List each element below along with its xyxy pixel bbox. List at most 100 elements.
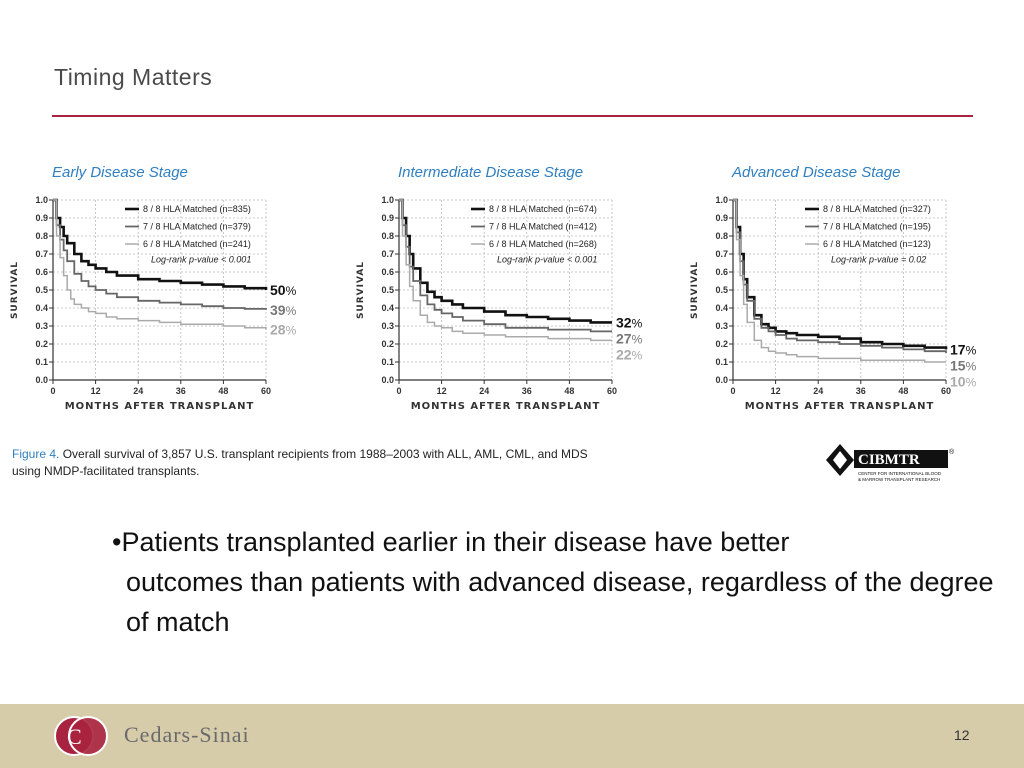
y-tick-label: 0.4 (35, 303, 48, 313)
end-value-label-1: 50% (270, 282, 297, 298)
end-value-label-2: 27% (616, 330, 643, 346)
x-tick-label: 0 (50, 386, 55, 396)
y-tick-label: 0.5 (381, 285, 394, 295)
y-tick-label: 0.7 (35, 249, 48, 259)
y-tick-label: 0.6 (381, 267, 394, 277)
legend-label-1: 8 / 8 HLA Matched (n=327) (823, 204, 931, 214)
x-tick-label: 12 (91, 386, 101, 396)
cibmtr-registered-mark: ® (949, 448, 955, 456)
legend-label-3: 6 / 8 HLA Matched (n=123) (823, 239, 931, 249)
y-tick-label: 0.9 (715, 213, 728, 223)
y-tick-label: 0.1 (715, 357, 728, 367)
x-tick-label: 48 (218, 386, 228, 396)
y-tick-label: 0.4 (715, 303, 728, 313)
end-value-label-1: 17% (950, 341, 977, 357)
chart-title-early: Early Disease Stage (52, 164, 188, 181)
y-tick-label: 0.7 (381, 249, 394, 259)
series-line-2 (53, 199, 267, 310)
advanced-stage-survival-chart: 0.0 0.1 0.2 0.3 0.4 0.5 0.6 0.7 0.8 0.9 1.0 0 12 24 36… (690, 195, 977, 412)
y-tick-label: 1.0 (35, 195, 48, 205)
end-value-label-1: 32% (616, 314, 643, 330)
y-tick-label: 0.6 (715, 267, 728, 277)
y-tick-label: 0.9 (381, 213, 394, 223)
y-tick-label: 0.6 (35, 267, 48, 277)
cibmtr-wordmark-bg (854, 450, 948, 468)
legend-label-2: 7 / 8 HLA Matched (n=379) (143, 222, 251, 232)
y-tick-label: 0.2 (381, 339, 394, 349)
legend-label-3: 6 / 8 HLA Matched (n=268) (489, 239, 597, 249)
footer-organization-name: Cedars-Sinai (124, 722, 250, 747)
figure-caption-label: Figure 4. (12, 447, 60, 461)
x-axis-label: MONTHS AFTER TRANSPLANT (65, 401, 255, 412)
y-axis-label: SURVIVAL (356, 261, 366, 319)
x-tick-label: 36 (856, 386, 866, 396)
intermediate-stage-survival-chart: 0.0 0.1 0.2 0.3 0.4 0.5 0.6 0.7 0.8 0.9 1.0 0 12 24 36… (356, 195, 643, 412)
end-value-label-2: 15% (950, 357, 977, 373)
y-tick-label: 0.3 (715, 321, 728, 331)
x-tick-label: 48 (898, 386, 908, 396)
end-value-label-3: 10% (950, 373, 977, 389)
y-tick-label: 0.1 (381, 357, 394, 367)
legend-label-1: 8 / 8 HLA Matched (n=835) (143, 204, 251, 214)
series-line-2 (399, 199, 612, 333)
x-tick-label: 60 (261, 386, 271, 396)
x-tick-label: 24 (479, 386, 489, 396)
y-tick-label: 0.7 (715, 249, 728, 259)
logrank-pvalue-label: Log-rank p-value < 0.001 (151, 255, 251, 265)
y-tick-label: 0.0 (35, 375, 48, 385)
chart-title-advanced: Advanced Disease Stage (732, 164, 901, 181)
x-tick-label: 36 (176, 386, 186, 396)
logrank-pvalue-label: Log-rank p-value < 0.001 (497, 255, 597, 265)
footer-bar (0, 704, 1024, 768)
figure-caption-text: Overall survival of 3,857 U.S. transplan… (12, 447, 588, 478)
y-tick-label: 0.2 (715, 339, 728, 349)
series-line-1 (53, 198, 268, 290)
cibmtr-subtitle-line1: CENTER FOR INTERNATIONAL BLOOD (858, 471, 942, 476)
legend-label-2: 7 / 8 HLA Matched (n=412) (489, 222, 597, 232)
legend-label-1: 8 / 8 HLA Matched (n=674) (489, 204, 597, 214)
y-tick-label: 0.3 (381, 321, 394, 331)
x-tick-label: 48 (564, 386, 574, 396)
y-axis-label: SURVIVAL (10, 261, 20, 319)
series-line-1 (399, 198, 612, 324)
end-value-label-2: 39% (270, 302, 297, 318)
x-tick-label: 0 (730, 386, 735, 396)
y-tick-label: 0.4 (381, 303, 394, 313)
x-tick-label: 24 (133, 386, 143, 396)
x-tick-label: 12 (437, 386, 447, 396)
y-tick-label: 0.8 (381, 231, 394, 241)
bullet-line-rest: outcomes than patients with advanced dis… (126, 567, 994, 637)
x-axis-label: MONTHS AFTER TRANSPLANT (411, 401, 601, 412)
page-number: 12 (954, 727, 970, 743)
slide-title: Timing Matters (54, 64, 213, 90)
legend-label-2: 7 / 8 HLA Matched (n=195) (823, 222, 931, 232)
y-tick-label: 0.0 (715, 375, 728, 385)
x-tick-label: 60 (941, 386, 951, 396)
y-tick-label: 0.2 (35, 339, 48, 349)
title-divider (52, 115, 973, 117)
x-tick-label: 60 (607, 386, 617, 396)
y-tick-label: 1.0 (715, 195, 728, 205)
figure-caption: Figure 4. Overall survival of 3,857 U.S.… (12, 446, 612, 480)
series-line-3 (733, 199, 946, 363)
logrank-pvalue-label: Log-rank p-value = 0.02 (831, 255, 926, 265)
x-tick-label: 24 (813, 386, 823, 396)
end-value-label-3: 22% (616, 346, 643, 362)
cibmtr-logo: CIBMTR ® CENTER FOR INTERNATIONAL BLOOD … (826, 444, 955, 482)
early-stage-survival-chart: 0.0 0.1 0.2 0.3 0.4 0.5 0.6 0.7 0.8 0.9 1.0 0 12 24 36… (10, 195, 297, 412)
y-tick-label: 0.5 (35, 285, 48, 295)
x-tick-label: 12 (771, 386, 781, 396)
y-tick-label: 0.5 (715, 285, 728, 295)
y-axis-label: SURVIVAL (690, 261, 700, 319)
x-tick-label: 0 (396, 386, 401, 396)
y-tick-label: 0.3 (35, 321, 48, 331)
y-tick-label: 0.1 (35, 357, 48, 367)
series-line-3 (399, 199, 612, 342)
legend-label-3: 6 / 8 HLA Matched (n=241) (143, 239, 251, 249)
end-value-label-3: 28% (270, 322, 297, 338)
bullet-line-first: •Patients transplanted earlier in their … (112, 527, 790, 557)
y-tick-label: 0.8 (715, 231, 728, 241)
x-axis-label: MONTHS AFTER TRANSPLANT (745, 401, 935, 412)
y-tick-label: 1.0 (381, 195, 394, 205)
chart-title-intermediate: Intermediate Disease Stage (398, 164, 584, 181)
